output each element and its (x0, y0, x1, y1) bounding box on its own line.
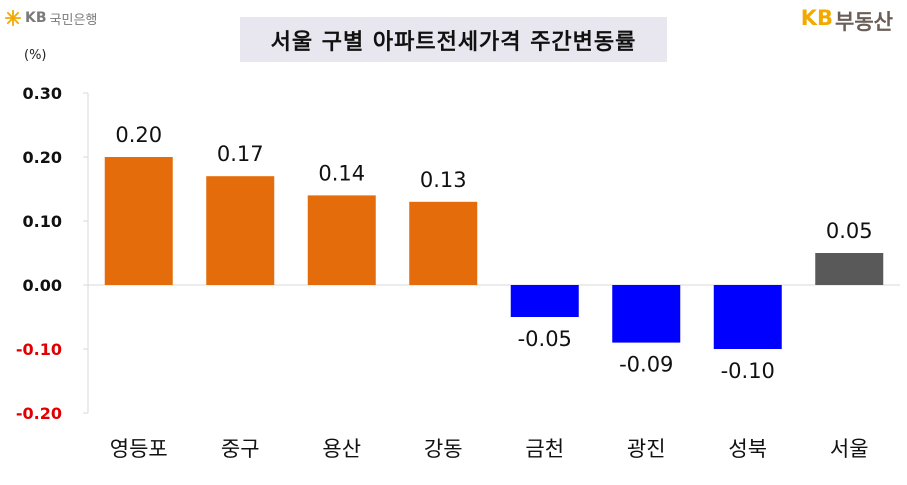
x-tick-label: 금천 (525, 437, 564, 461)
x-tick-label: 용산 (322, 437, 361, 461)
x-tick-label: 광진 (627, 437, 666, 461)
bar-5 (510, 285, 579, 317)
x-tick-label: 성북 (728, 437, 767, 461)
data-label: 0.05 (826, 219, 873, 243)
y-tick-label: 0.20 (23, 148, 62, 167)
data-label: 0.14 (318, 161, 365, 185)
data-label: -0.09 (619, 353, 673, 377)
chart-title: 서울 구별 아파트전세가격 주간변동률 (270, 29, 637, 55)
chart-bars (104, 157, 884, 349)
data-label: -0.10 (721, 359, 775, 383)
data-label: 0.20 (115, 123, 162, 147)
bank-logo-kb: KB (25, 10, 47, 26)
data-label: -0.05 (518, 327, 572, 351)
y-tick-label: -0.10 (16, 340, 62, 359)
brand-logo-kb: KB (800, 6, 834, 30)
data-label: 0.13 (420, 168, 467, 192)
bar-2 (206, 176, 275, 285)
x-tick-label: 서울 (830, 437, 869, 461)
x-tick-label: 영등포 (110, 437, 168, 461)
bar-6 (612, 285, 681, 343)
y-tick-label: 0.00 (23, 276, 62, 295)
bar-4 (409, 201, 478, 285)
kb-realestate-logo: KB 부동산 (801, 6, 893, 36)
kb-star-icon (4, 9, 22, 27)
y-tick-label: 0.10 (23, 212, 62, 231)
brand-logo-name: 부동산 (835, 10, 893, 34)
bank-logo-name: 국민은행 (49, 12, 98, 28)
x-tick-label: 중구 (221, 437, 260, 461)
chart-title-box: 서울 구별 아파트전세가격 주간변동률 (240, 17, 667, 62)
chart-labels: 0.20 영등포 0.17 중구 0.14 용산 0.13 강동 -0.05 금천 -0.09 광진 -… (110, 123, 873, 461)
bar-3 (307, 195, 376, 285)
bar-1 (104, 157, 173, 285)
y-tick-label: 0.30 (23, 84, 62, 103)
bar-7 (713, 285, 782, 349)
x-tick-label: 강동 (424, 437, 463, 461)
data-label: 0.17 (217, 142, 264, 166)
y-tick-label: -0.20 (16, 404, 62, 423)
kb-bank-logo: KB 국민은행 (4, 6, 97, 30)
bar-8 (815, 253, 884, 285)
y-axis-unit: (%) (24, 48, 47, 63)
